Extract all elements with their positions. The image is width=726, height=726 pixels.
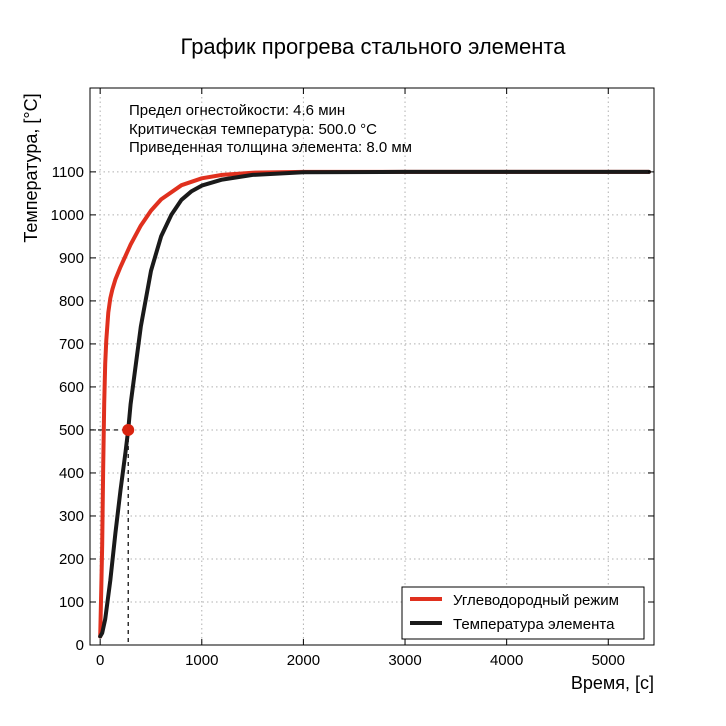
x-tick-label: 4000 bbox=[490, 652, 523, 669]
series-line-hydrocarbon bbox=[98, 169, 651, 639]
axis-ticks: 0 1000 2000 3000 4000 5000 0 100 200 300 400 500 600… bbox=[51, 88, 654, 669]
x-tick-label: 3000 bbox=[388, 652, 421, 669]
legend-label-hydrocarbon: Углеводородный режим bbox=[453, 592, 619, 609]
plot-frame bbox=[89, 87, 655, 646]
y-tick-label: 600 bbox=[59, 379, 84, 396]
critical-point-marker bbox=[122, 423, 135, 436]
y-tick-label: 900 bbox=[59, 250, 84, 267]
legend-label-element-temperature: Температура элемента bbox=[453, 616, 615, 633]
x-tick-label: 5000 bbox=[592, 652, 625, 669]
y-tick-label: 200 bbox=[59, 551, 84, 568]
legend-box bbox=[401, 586, 645, 640]
x-axis-label: Время, [с] bbox=[571, 673, 654, 693]
annotation-element-thickness: Приведенная толщина элемента: 8.0 мм bbox=[129, 139, 412, 156]
x-tick-label: 2000 bbox=[287, 652, 320, 669]
y-tick-label: 500 bbox=[59, 422, 84, 439]
y-tick-label: 300 bbox=[59, 508, 84, 525]
legend: Углеводородный режим Температура элемент… bbox=[401, 586, 645, 640]
series-line-element-temperature bbox=[98, 169, 651, 639]
annotation-fire-resistance: Предел огнестойкости: 4.6 мин bbox=[129, 102, 345, 119]
y-tick-label: 100 bbox=[59, 594, 84, 611]
y-tick-label: 1000 bbox=[51, 207, 84, 224]
x-tick-label: 0 bbox=[96, 652, 104, 669]
chart-title: График прогрева стального элемента bbox=[181, 34, 567, 59]
y-tick-label: 400 bbox=[59, 465, 84, 482]
y-tick-label: 800 bbox=[59, 293, 84, 310]
y-tick-label: 0 bbox=[76, 637, 84, 654]
critical-guides bbox=[90, 429, 129, 645]
y-tick-label: 700 bbox=[59, 336, 84, 353]
annotation-critical-temperature: Критическая температура: 500.0 °C bbox=[129, 121, 377, 138]
plot-series bbox=[98, 169, 651, 639]
y-axis-label: Температура, [°C] bbox=[21, 93, 41, 242]
x-tick-label: 1000 bbox=[185, 652, 218, 669]
y-tick-label: 1100 bbox=[52, 164, 84, 181]
critical-point-layer bbox=[122, 423, 135, 436]
